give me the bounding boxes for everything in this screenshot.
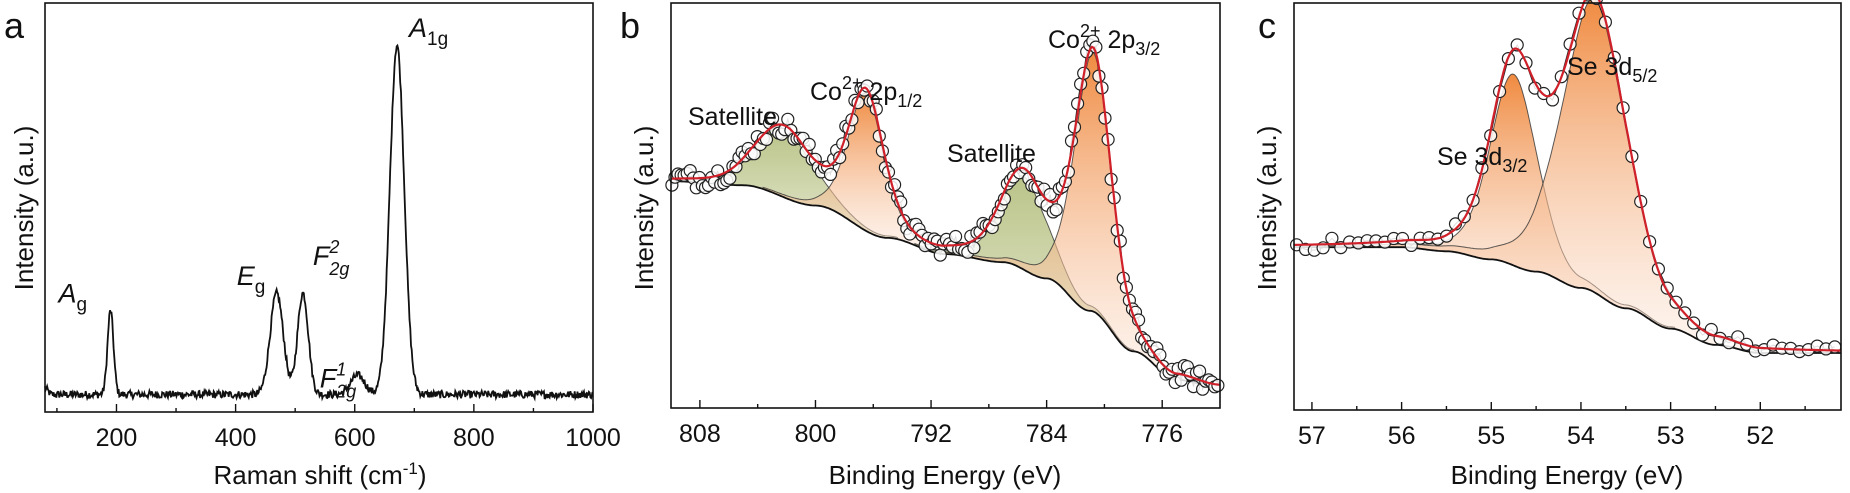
panel-b-y-axis-label: Intensity (a.u.)	[629, 126, 659, 291]
panel-a-frame	[44, 2, 594, 413]
panel-a-letter: a	[4, 5, 25, 46]
panel-a-y-axis-label: Intensity (a.u.)	[9, 126, 39, 291]
data-point	[781, 112, 795, 126]
peak-label-se-3d3-2: Se 3d3/2	[1437, 143, 1527, 176]
peak-label-e-g: Eg	[237, 261, 266, 298]
component-fill-3	[945, 52, 1220, 388]
x-tick-label: 53	[1657, 422, 1685, 450]
x-tick-label: 808	[679, 420, 721, 448]
panel-c-plot-area	[1289, 0, 1842, 359]
data-point	[723, 171, 737, 185]
panel-b-x-ticks: 808 800 792 784 776	[679, 400, 1183, 448]
fit-envelope-line	[670, 45, 1221, 386]
raman-spectrum-line	[44, 43, 594, 402]
x-tick-label: 800	[453, 424, 495, 452]
peak-label-a-1g: A1g	[407, 13, 448, 50]
panel-a-x-axis-label: Raman shift (cm-1)	[213, 459, 426, 490]
x-tick-label: 54	[1567, 422, 1595, 450]
panel-b-peak-labels: Satellite Co2+ 2p1/2 Satellite Co2+ 2p3/2	[688, 21, 1160, 168]
panel-b-x-axis-label: Binding Energy (eV)	[829, 460, 1062, 490]
x-tick-label: 400	[215, 424, 257, 452]
data-point	[967, 241, 981, 255]
peak-label-f2g-2-: F2 2g	[313, 237, 350, 279]
panel-c-letter: c	[1258, 5, 1276, 46]
x-tick-label: 1000	[565, 424, 621, 452]
data-points	[665, 34, 1225, 396]
peak-label-satellite: Satellite	[688, 103, 777, 131]
data-point	[1049, 203, 1063, 217]
x-tick-label: 52	[1746, 422, 1774, 450]
component-fill-1	[762, 92, 970, 258]
data-point	[823, 167, 838, 181]
data-point	[933, 248, 947, 262]
component-fill-1	[1317, 0, 1841, 353]
peak-label-co2-2p3-2: Co2+ 2p3/2	[1048, 21, 1160, 59]
x-tick-label: 57	[1298, 422, 1326, 450]
data-point	[860, 79, 874, 93]
panel-c-x-ticks: 57 56 55 54 53 52	[1298, 402, 1806, 450]
x-tick-label: 600	[334, 424, 376, 452]
panel-c-x-axis-label: Binding Energy (eV)	[1451, 460, 1684, 490]
x-tick-label: 792	[910, 420, 952, 448]
panel-a-x-ticks: 200 400 600 800 1000	[56, 404, 621, 452]
x-tick-label: 55	[1477, 422, 1505, 450]
data-point	[1192, 364, 1207, 378]
panel-a-raman: a 200 400 600 800 1000 Ag Eg F2 2g F1 2g A1g Raman…	[4, 2, 621, 490]
panel-b-letter: b	[620, 5, 640, 46]
panel-a-peak-labels: Ag Eg F2 2g F1 2g A1g	[57, 13, 449, 401]
panel-c-y-axis-label: Intensity (a.u.)	[1252, 126, 1282, 291]
peak-label-f2g-1-: F1 2g	[320, 359, 357, 401]
panel-c-peak-labels: Se 3d3/2 Se 3d5/2	[1437, 53, 1657, 176]
peak-label-co2-2p1-2: Co2+ 2p1/2	[810, 73, 922, 111]
panel-b-plot-area	[665, 34, 1225, 396]
peak-label-satellite: Satellite	[947, 140, 1036, 168]
panel-a-plot-area	[44, 43, 594, 402]
fit-envelope-line	[1294, 0, 1842, 352]
x-tick-label: 56	[1388, 422, 1416, 450]
component-fill-0	[1352, 74, 1676, 329]
data-point	[948, 229, 963, 244]
peak-label-a-g: Ag	[57, 279, 88, 316]
panel-b-frame	[670, 2, 1221, 409]
x-tick-label: 784	[1026, 420, 1068, 448]
panel-c-frame	[1293, 2, 1842, 411]
peak-label-se-3d5-2: Se 3d5/2	[1567, 53, 1657, 86]
panel-c-se-3d-xps: c 57 56 55 54 53 52 Se 3d3/2 Se 3d5/2 Binding …	[1252, 0, 1842, 490]
x-tick-label: 776	[1141, 420, 1183, 448]
data-point	[1583, 0, 1593, 2]
background-line	[671, 180, 1221, 389]
x-tick-label: 200	[96, 424, 138, 452]
data-point	[759, 132, 774, 146]
data-point	[1325, 231, 1339, 245]
x-tick-label: 800	[795, 420, 837, 448]
